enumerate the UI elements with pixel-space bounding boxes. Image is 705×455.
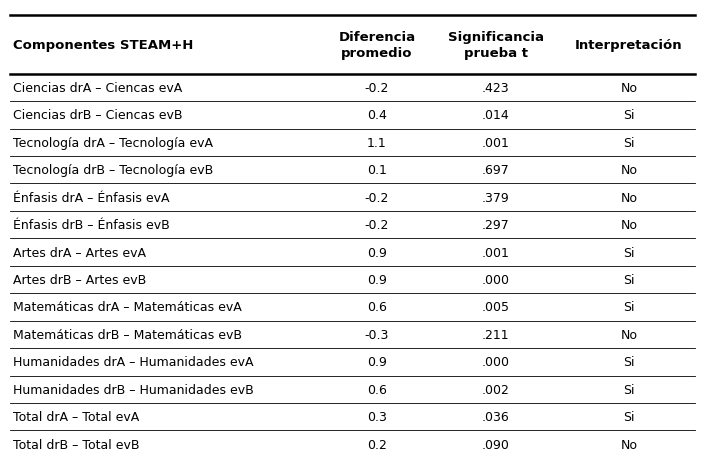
Text: Si: Si [623,273,634,286]
Text: 0.4: 0.4 [367,109,387,122]
Text: 0.6: 0.6 [367,383,387,396]
Text: 0.9: 0.9 [367,273,387,286]
Text: 0.3: 0.3 [367,410,387,423]
Text: No: No [620,328,637,341]
Text: .001: .001 [482,246,510,259]
Text: Énfasis drB – Énfasis evB: Énfasis drB – Énfasis evB [13,219,170,232]
Text: -0.3: -0.3 [364,328,389,341]
Text: .697: .697 [482,164,510,177]
Text: 0.6: 0.6 [367,301,387,314]
Text: Humanidades drA – Humanidades evA: Humanidades drA – Humanidades evA [13,355,254,369]
Text: Ciencias drA – Ciencas evA: Ciencias drA – Ciencas evA [13,82,183,95]
Text: No: No [620,438,637,450]
Text: Componentes STEAM+H: Componentes STEAM+H [13,39,194,52]
Text: .379: .379 [482,191,510,204]
Text: .002: .002 [482,383,510,396]
Text: 0.9: 0.9 [367,246,387,259]
Text: .297: .297 [482,219,510,232]
Text: Matemáticas drB – Matemáticas evB: Matemáticas drB – Matemáticas evB [13,328,243,341]
Text: Ciencias drB – Ciencas evB: Ciencias drB – Ciencas evB [13,109,183,122]
Text: No: No [620,191,637,204]
Text: .000: .000 [482,355,510,369]
Text: Si: Si [623,383,634,396]
Text: Si: Si [623,246,634,259]
Text: No: No [620,82,637,95]
Text: .014: .014 [482,109,510,122]
Text: Si: Si [623,355,634,369]
Text: Artes drB – Artes evB: Artes drB – Artes evB [13,273,147,286]
Text: 0.2: 0.2 [367,438,387,450]
Text: .090: .090 [482,438,510,450]
Text: Tecnología drB – Tecnología evB: Tecnología drB – Tecnología evB [13,164,214,177]
Text: Si: Si [623,136,634,150]
Text: .211: .211 [482,328,510,341]
Text: 1.1: 1.1 [367,136,387,150]
Text: No: No [620,219,637,232]
Text: .423: .423 [482,82,510,95]
Text: Humanidades drB – Humanidades evB: Humanidades drB – Humanidades evB [13,383,254,396]
Text: .005: .005 [482,301,510,314]
Text: Artes drA – Artes evA: Artes drA – Artes evA [13,246,146,259]
Text: Matemáticas drA – Matemáticas evA: Matemáticas drA – Matemáticas evA [13,301,242,314]
Text: Total drA – Total evA: Total drA – Total evA [13,410,140,423]
Text: .036: .036 [482,410,510,423]
Text: Tecnología drA – Tecnología evA: Tecnología drA – Tecnología evA [13,136,214,150]
Text: Significancia
prueba t: Significancia prueba t [448,31,544,60]
Text: 0.1: 0.1 [367,164,387,177]
Text: No: No [620,164,637,177]
Text: -0.2: -0.2 [364,82,389,95]
Text: Si: Si [623,301,634,314]
Text: Total drB – Total evB: Total drB – Total evB [13,438,140,450]
Text: -0.2: -0.2 [364,219,389,232]
Text: -0.2: -0.2 [364,191,389,204]
Text: .001: .001 [482,136,510,150]
Text: 0.9: 0.9 [367,355,387,369]
Text: Si: Si [623,410,634,423]
Text: .000: .000 [482,273,510,286]
Text: Diferencia
promedio: Diferencia promedio [338,31,415,60]
Text: Si: Si [623,109,634,122]
Text: Interpretación: Interpretación [575,39,682,52]
Text: Énfasis drA – Énfasis evA: Énfasis drA – Énfasis evA [13,191,170,204]
